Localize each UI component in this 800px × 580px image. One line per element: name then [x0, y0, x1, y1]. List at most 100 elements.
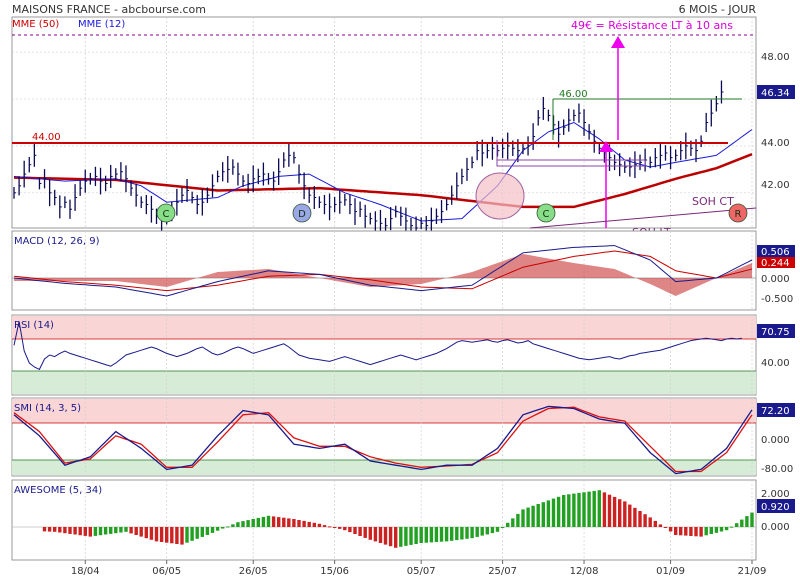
awesome-bar — [256, 517, 260, 527]
macd-panel — [11, 230, 757, 311]
macd-last-box — [757, 245, 795, 258]
awesome-bar — [103, 527, 108, 535]
awesome-bar — [63, 527, 67, 534]
mme50-line — [13, 153, 753, 209]
awesome-bar — [348, 527, 352, 533]
awesome-bar — [373, 527, 378, 542]
resistance-label: 49€ = Résistance LT à 10 ans — [571, 19, 733, 32]
awesome-bar — [577, 492, 581, 527]
awesome-bar — [114, 527, 118, 534]
awesome-bar — [383, 527, 388, 545]
awesome-bar — [98, 527, 103, 536]
awesome-bar — [500, 527, 505, 528]
awesome-bar — [434, 527, 439, 542]
arrow-head-up — [611, 36, 625, 48]
awesome-bar — [536, 504, 540, 527]
awesome-bar — [480, 527, 484, 536]
price-tick-44: 44.00 — [761, 138, 790, 149]
awesome-bar — [694, 527, 698, 537]
awesome-bar — [521, 509, 525, 527]
awesome-bar — [612, 496, 617, 527]
awesome-bar — [124, 527, 128, 532]
awesome-bar — [363, 527, 367, 538]
awesome-label: AWESOME (5, 34) — [14, 485, 102, 496]
support-label-44: 44.00 — [32, 132, 61, 143]
signal-marker-label: D — [298, 209, 306, 220]
macd-line — [13, 245, 753, 297]
awesome-bar — [154, 527, 159, 542]
mme12-line — [13, 121, 753, 222]
awesome-bar — [668, 527, 673, 532]
rsi-lines — [13, 321, 742, 371]
awesome-bar — [109, 527, 113, 534]
awesome-bar — [623, 501, 627, 527]
macd-tick-0: 0.000 — [761, 274, 790, 285]
awesome-bar — [674, 527, 678, 535]
awesome-bar — [546, 500, 551, 527]
awesome-bar — [322, 525, 327, 527]
awesome-bar — [556, 496, 561, 527]
awesome-bar — [511, 518, 515, 527]
price-lines — [13, 121, 753, 222]
awesome-bar — [368, 527, 372, 540]
awesome-bar — [277, 517, 281, 527]
awesome-bar — [597, 490, 601, 527]
x-tick-label: 12/08 — [570, 566, 599, 577]
awesome-bar — [42, 527, 47, 532]
macd-signal-line — [13, 250, 753, 292]
awesome-bar — [429, 527, 434, 543]
awesome-bar — [735, 523, 739, 527]
price-last-value: 46.34 — [761, 88, 790, 99]
awesome-bar — [144, 527, 148, 539]
rsi-line — [13, 321, 742, 371]
awesome-bar — [419, 527, 423, 543]
smi-lines — [13, 405, 753, 475]
awesome-bar — [450, 527, 454, 541]
awesome-bar — [607, 494, 612, 527]
awesome-bar — [460, 527, 464, 540]
awesome-bar — [175, 527, 179, 544]
x-tick-label: 15/06 — [320, 566, 349, 577]
awesome-bar — [119, 527, 123, 533]
rsi-last-value: 70.75 — [761, 327, 790, 338]
awesome-bar — [83, 527, 87, 536]
rsi-grid — [84, 315, 753, 395]
pattern-ellipse — [475, 172, 525, 220]
legend-mme12: MME (12) — [78, 19, 125, 30]
awesome-bar — [684, 527, 688, 536]
awesome-bar — [251, 519, 255, 527]
x-tick-label: 01/09 — [656, 566, 685, 577]
signal-marker-label: R — [735, 209, 742, 220]
awesome-bar — [567, 494, 571, 527]
awesome-bar — [388, 527, 393, 547]
awesome-bar — [648, 517, 652, 527]
price-last-box — [757, 85, 795, 99]
x-tick-label: 21/09 — [738, 566, 767, 577]
awesome-bar — [353, 527, 357, 534]
awesome-bar — [526, 507, 530, 527]
awesome-bar — [394, 527, 398, 548]
awesome-bar — [215, 527, 220, 531]
smi-tick-0: 0.000 — [761, 435, 790, 446]
smi-line — [13, 405, 753, 475]
awesome-bar — [729, 526, 734, 528]
awesome-bar — [587, 491, 591, 527]
awesome-panel — [11, 479, 757, 561]
awesome-bar — [724, 527, 729, 531]
awesome-bar — [185, 527, 189, 543]
awesome-bar — [58, 527, 62, 533]
awesome-bar — [93, 527, 98, 536]
awesome-bar — [506, 522, 510, 527]
awesome-bar — [516, 513, 520, 527]
soh-ct-line — [529, 207, 757, 229]
awesome-bar — [338, 527, 342, 529]
awesome-bar — [679, 527, 683, 536]
smi-lower-band — [12, 460, 756, 475]
awesome-last-value: 0.920 — [761, 502, 790, 513]
smi-label: SMI (14, 3, 5) — [14, 403, 81, 414]
awesome-bar — [490, 527, 495, 534]
awesome-bar — [689, 527, 693, 536]
awesome-bar — [424, 527, 428, 543]
smi-tick-neg80: -80.00 — [761, 464, 793, 475]
awesome-bar — [312, 522, 316, 527]
